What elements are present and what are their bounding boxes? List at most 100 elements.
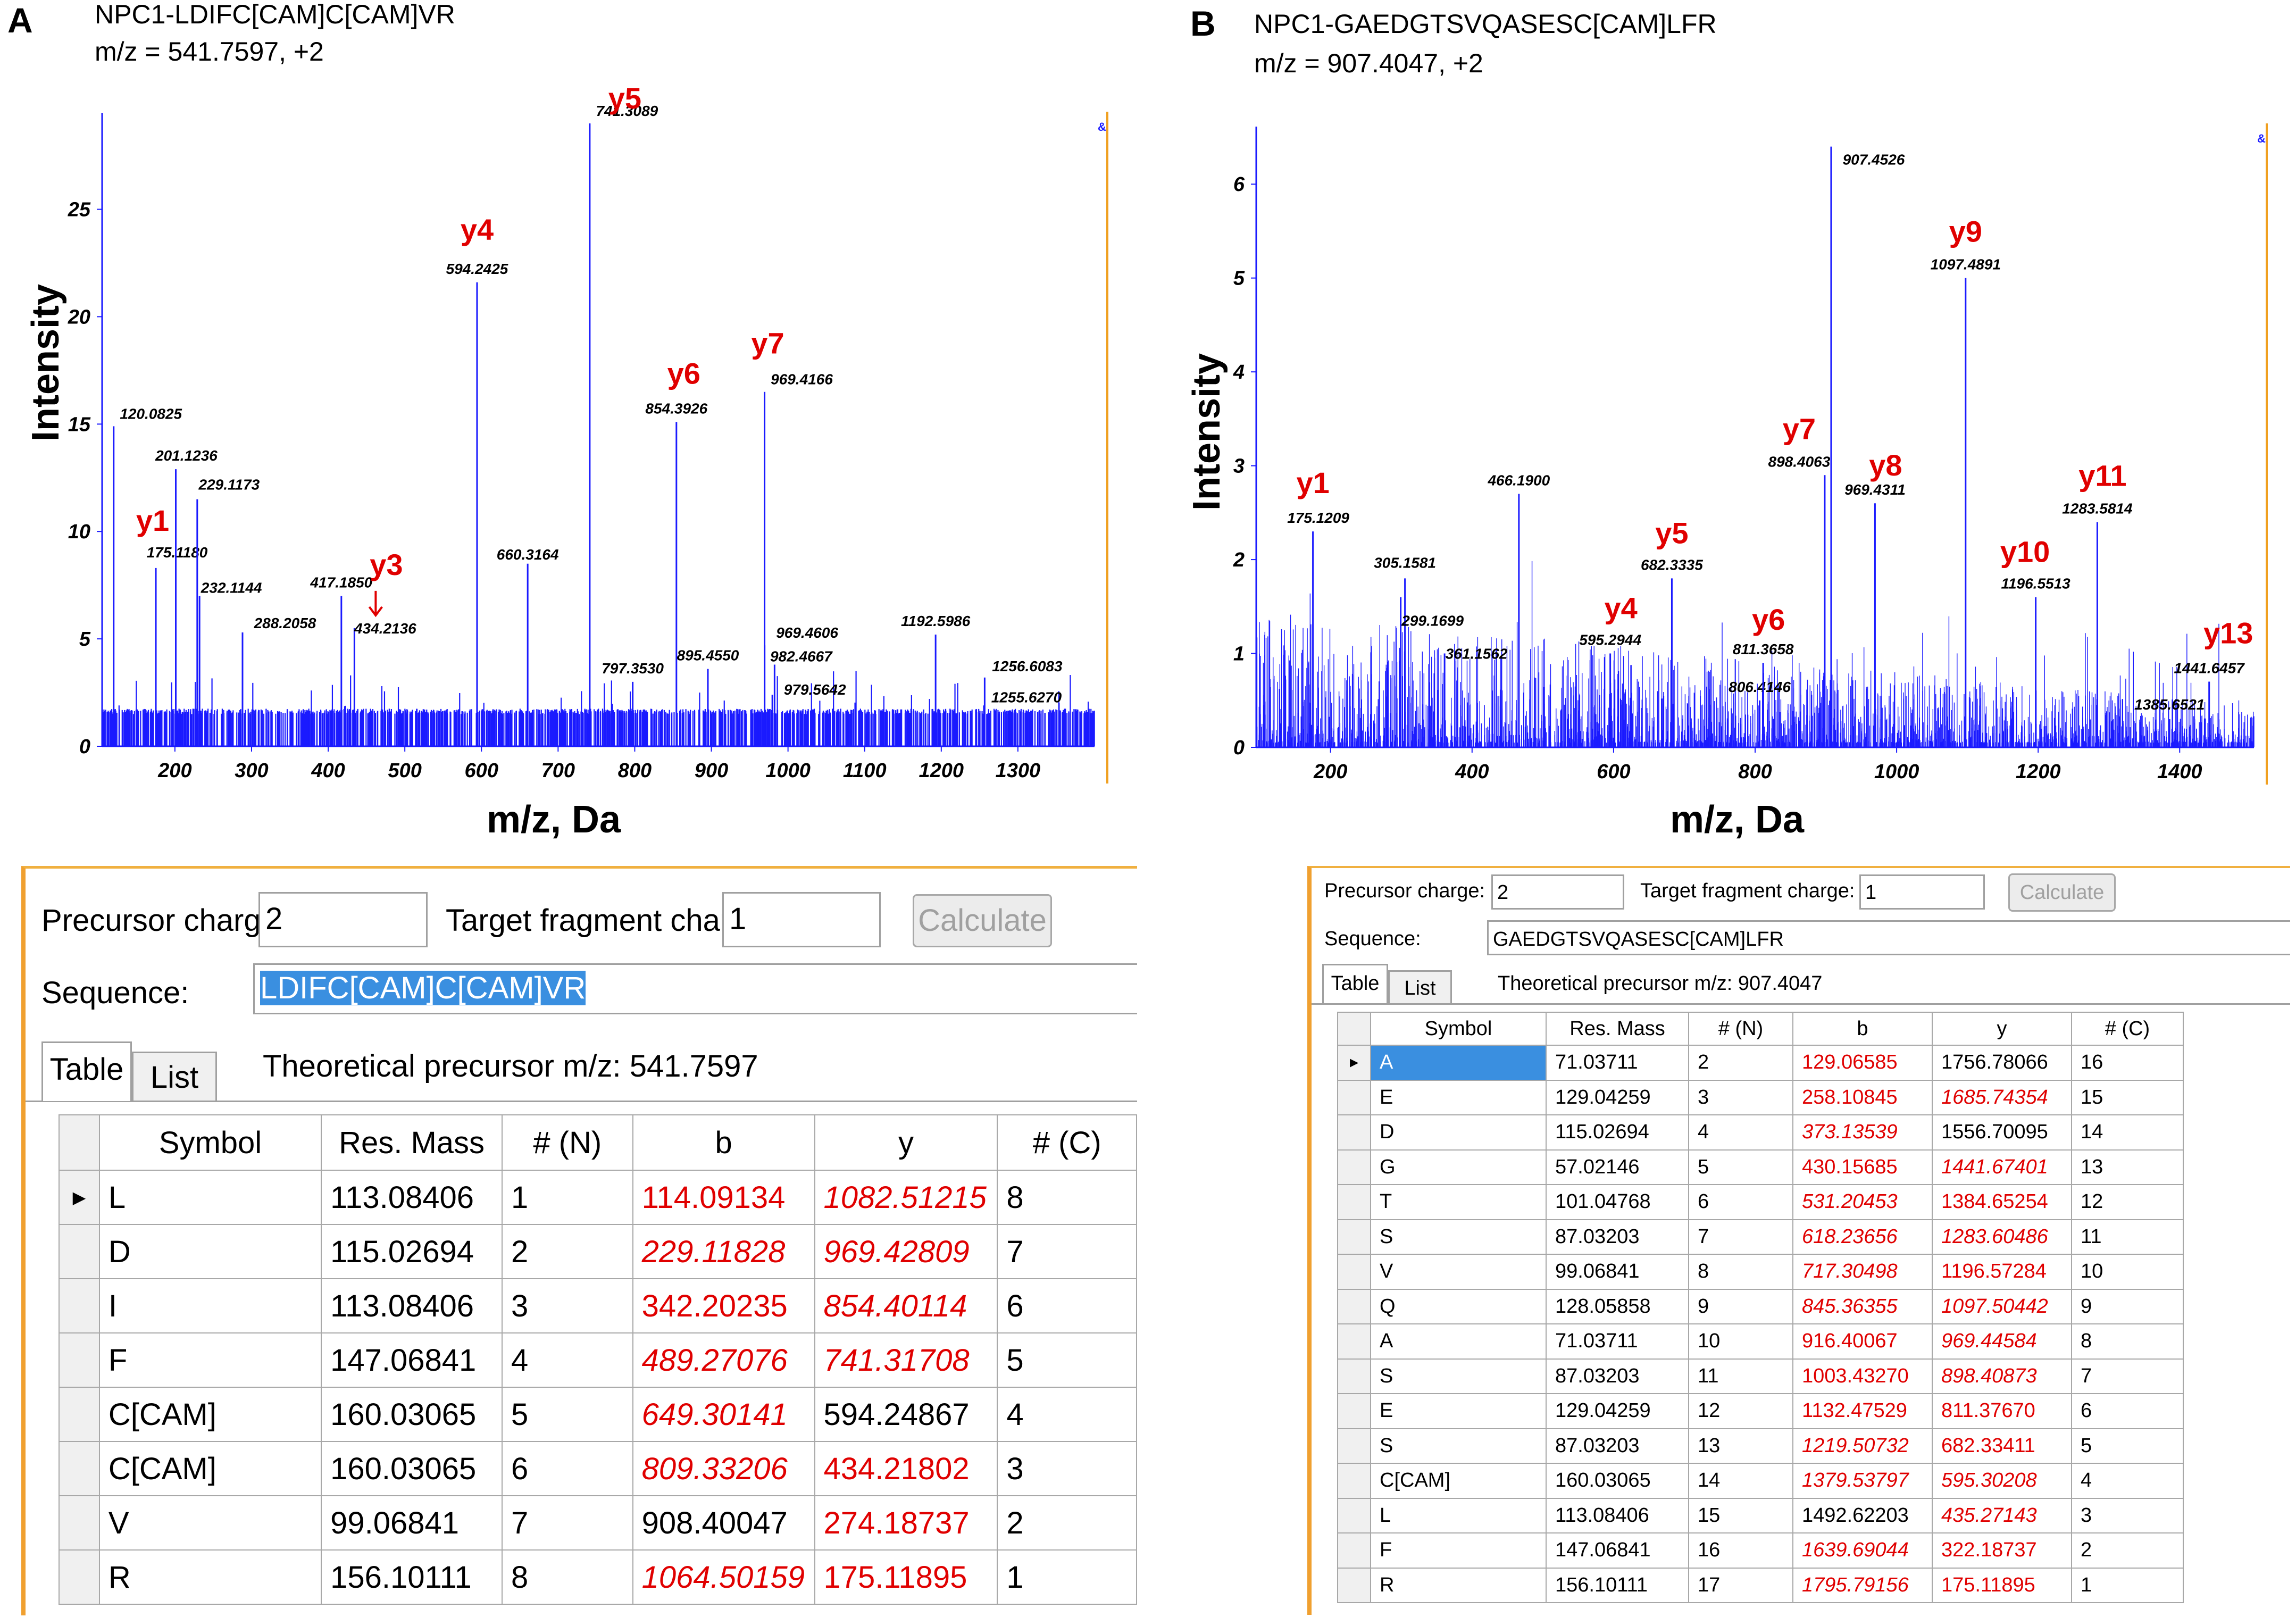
table-cell[interactable]: 5 (501, 1387, 633, 1442)
table-cell[interactable]: 845.36355 (1792, 1288, 1933, 1324)
table-cell[interactable]: 1283.60486 (1932, 1219, 2072, 1255)
table-cell[interactable]: 99.06841 (1546, 1254, 1689, 1290)
table-row[interactable]: L 113.08406 15 1492.62203 435.27143 3 (1337, 1497, 2184, 1533)
table-cell[interactable]: S (1370, 1358, 1547, 1394)
row-header[interactable] (59, 1495, 100, 1551)
table-cell[interactable]: 11 (2071, 1219, 2184, 1255)
row-header[interactable] (1337, 1184, 1371, 1220)
table-cell[interactable]: 373.13539 (1792, 1114, 1933, 1151)
column-header[interactable]: y (814, 1114, 998, 1171)
table-cell[interactable]: 258.10845 (1792, 1079, 1933, 1115)
table-cell[interactable]: C[CAM] (1370, 1463, 1547, 1499)
table-cell[interactable]: 8 (501, 1549, 633, 1605)
row-header[interactable] (1337, 1254, 1371, 1290)
row-header[interactable] (59, 1224, 100, 1279)
table-cell[interactable]: A (1370, 1323, 1547, 1360)
table-cell[interactable]: 4 (1688, 1114, 1793, 1151)
column-header[interactable]: Symbol (1370, 1012, 1547, 1046)
table-cell[interactable]: 8 (2071, 1323, 2184, 1360)
table-cell[interactable]: T (1370, 1184, 1547, 1220)
table-cell[interactable]: 175.11895 (814, 1549, 998, 1605)
column-header[interactable]: y (1932, 1012, 2072, 1046)
table-cell[interactable]: 115.02694 (1546, 1114, 1689, 1151)
table-cell[interactable]: 71.03711 (1546, 1045, 1689, 1081)
table-row[interactable]: V 99.06841 8 717.30498 1196.57284 10 (1337, 1254, 2184, 1290)
table-cell[interactable]: C[CAM] (98, 1387, 322, 1442)
table-cell[interactable]: 15 (1688, 1497, 1793, 1533)
table-cell[interactable]: 160.03065 (321, 1387, 503, 1442)
table-cell[interactable]: 6 (997, 1278, 1137, 1333)
table-row[interactable]: ▶ A 71.03711 2 129.06585 1756.78066 16 (1337, 1045, 2184, 1081)
column-header[interactable]: Res. Mass (321, 1114, 503, 1171)
table-cell[interactable]: 4 (501, 1332, 633, 1388)
column-header[interactable]: Res. Mass (1546, 1012, 1689, 1046)
table-cell[interactable]: 7 (1688, 1219, 1793, 1255)
table-cell[interactable]: 129.06585 (1792, 1045, 1933, 1081)
table-cell[interactable]: 5 (2071, 1428, 2184, 1464)
table-cell[interactable]: 741.31708 (814, 1332, 998, 1388)
table-cell[interactable]: 7 (2071, 1358, 2184, 1394)
row-header[interactable]: ▶ (59, 1170, 100, 1225)
table-cell[interactable]: 147.06841 (1546, 1532, 1689, 1569)
tab-table[interactable]: Table (41, 1041, 132, 1101)
table-cell[interactable]: 160.03065 (1546, 1463, 1689, 1499)
column-header[interactable]: # (N) (501, 1114, 633, 1171)
table-cell[interactable]: 9 (1688, 1288, 1793, 1324)
table-cell[interactable]: 489.27076 (632, 1332, 815, 1388)
row-header[interactable] (1337, 1288, 1371, 1324)
table-cell[interactable]: 682.33411 (1932, 1428, 2072, 1464)
table-cell[interactable]: 1097.50442 (1932, 1288, 2072, 1324)
table-cell[interactable]: 2 (997, 1495, 1137, 1551)
table-cell[interactable]: 1384.65254 (1932, 1184, 2072, 1220)
row-header[interactable] (1337, 1497, 1371, 1533)
table-row[interactable]: S 87.03203 7 618.23656 1283.60486 11 (1337, 1219, 2184, 1255)
table-cell[interactable]: 7 (997, 1224, 1137, 1279)
tab-table[interactable]: Table (1322, 964, 1388, 1003)
table-cell[interactable]: 1064.50159 (632, 1549, 815, 1605)
table-cell[interactable]: 4 (2071, 1463, 2184, 1499)
table-cell[interactable]: 129.04259 (1546, 1393, 1689, 1429)
table-row[interactable]: D 115.02694 2 229.11828 969.42809 7 (59, 1224, 1137, 1279)
table-cell[interactable]: 3 (2071, 1497, 2184, 1533)
table-cell[interactable]: 87.03203 (1546, 1428, 1689, 1464)
table-cell[interactable]: F (1370, 1532, 1547, 1569)
table-cell[interactable]: 1082.51215 (814, 1170, 998, 1225)
table-cell[interactable]: 595.30208 (1932, 1463, 2072, 1499)
table-cell[interactable]: 1639.69044 (1792, 1532, 1933, 1569)
table-cell[interactable]: 969.44584 (1932, 1323, 2072, 1360)
sequence-input[interactable]: GAEDGTSVQASESC[CAM]LFR (1487, 920, 2290, 955)
table-row[interactable]: D 115.02694 4 373.13539 1556.70095 14 (1337, 1114, 2184, 1151)
table-cell[interactable]: 1003.43270 (1792, 1358, 1933, 1394)
row-header[interactable] (1337, 1532, 1371, 1569)
table-row[interactable]: ▶ L 113.08406 1 114.09134 1082.51215 8 (59, 1170, 1137, 1225)
table-cell[interactable]: D (1370, 1114, 1547, 1151)
table-cell[interactable]: 809.33206 (632, 1441, 815, 1496)
table-cell[interactable]: 898.40873 (1932, 1358, 2072, 1394)
table-cell[interactable]: C[CAM] (98, 1441, 322, 1496)
table-cell[interactable]: L (1370, 1497, 1547, 1533)
table-cell[interactable]: 87.03203 (1546, 1358, 1689, 1394)
table-cell[interactable]: 113.08406 (321, 1278, 503, 1333)
table-row[interactable]: E 129.04259 12 1132.47529 811.37670 6 (1337, 1393, 2184, 1429)
row-header[interactable] (59, 1332, 100, 1388)
table-cell[interactable]: 916.40067 (1792, 1323, 1933, 1360)
table-row[interactable]: T 101.04768 6 531.20453 1384.65254 12 (1337, 1184, 2184, 1220)
table-cell[interactable]: 16 (1688, 1532, 1793, 1569)
table-cell[interactable]: 14 (2071, 1114, 2184, 1151)
calculate-button[interactable]: Calculate (2008, 873, 2116, 912)
table-cell[interactable]: 15 (2071, 1079, 2184, 1115)
table-cell[interactable]: 430.15685 (1792, 1149, 1933, 1185)
table-cell[interactable]: E (1370, 1079, 1547, 1115)
table-cell[interactable]: 114.09134 (632, 1170, 815, 1225)
row-header[interactable]: ▶ (1337, 1045, 1371, 1081)
table-cell[interactable]: 16 (2071, 1045, 2184, 1081)
table-cell[interactable]: 717.30498 (1792, 1254, 1933, 1290)
table-cell[interactable]: 2 (501, 1224, 633, 1279)
table-cell[interactable]: 1379.53797 (1792, 1463, 1933, 1499)
table-cell[interactable]: G (1370, 1149, 1547, 1185)
table-cell[interactable]: V (98, 1495, 322, 1551)
row-header[interactable] (1337, 1219, 1371, 1255)
table-cell[interactable]: 71.03711 (1546, 1323, 1689, 1360)
table-cell[interactable]: 854.40114 (814, 1278, 998, 1333)
table-cell[interactable]: 9 (2071, 1288, 2184, 1324)
